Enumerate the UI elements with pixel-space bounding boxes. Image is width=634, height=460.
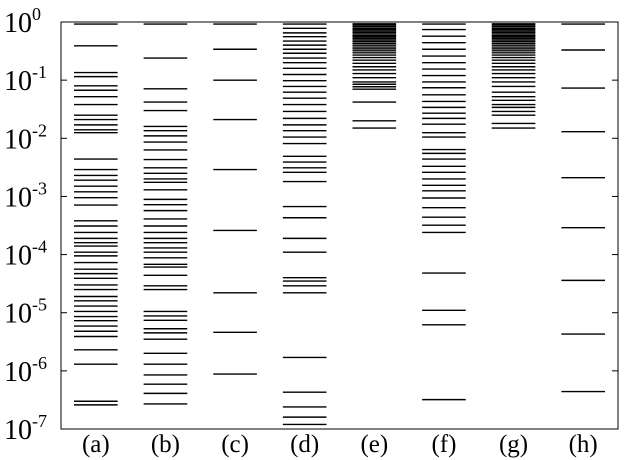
y-tick-label: 10-6 (4, 353, 47, 388)
category-label: (e) (360, 431, 388, 458)
y-tick-label: 10-5 (4, 295, 47, 330)
y-tick-base: 10 (4, 241, 32, 272)
y-tick-exponent: -2 (32, 120, 47, 140)
category-label: (a) (82, 431, 110, 458)
y-tick-label: 100 (4, 4, 41, 39)
series-f (422, 23, 466, 401)
series-c (213, 23, 257, 375)
y-tick-label: 10-3 (4, 178, 47, 213)
category-label: (c) (221, 431, 249, 458)
y-tick-base: 10 (4, 124, 32, 155)
y-tick-exponent: -3 (32, 178, 47, 198)
y-tick-exponent: -5 (32, 295, 47, 315)
plot-frame (60, 21, 619, 430)
series-d (282, 23, 327, 426)
y-tick-exponent: 0 (32, 4, 41, 24)
y-tick-base: 10 (4, 357, 32, 388)
y-tick-exponent: -7 (32, 411, 47, 431)
category-label: (d) (290, 431, 319, 458)
series-b (143, 23, 188, 405)
y-tick-base: 10 (4, 8, 32, 39)
series-h (561, 23, 605, 393)
y-tick-label: 10-1 (4, 62, 47, 97)
series-e (352, 23, 397, 129)
category-label: (g) (499, 431, 528, 458)
y-tick-base: 10 (4, 299, 32, 330)
y-tick-base: 10 (4, 415, 32, 446)
y-tick-label: 10-7 (4, 411, 47, 446)
chart-marks (74, 23, 605, 426)
x-axis-category-labels: (a) (b) (c) (d) (e) (f) (g) (h) (82, 431, 598, 458)
y-tick-label: 10-2 (4, 120, 47, 155)
category-label: (b) (151, 431, 180, 458)
series-a (74, 23, 118, 406)
y-tick-exponent: -4 (32, 237, 47, 257)
y-tick-base: 10 (4, 182, 32, 213)
category-label: (f) (431, 431, 456, 458)
axis-ticks (61, 21, 618, 430)
y-tick-label: 10-4 (4, 237, 47, 272)
category-label: (h) (569, 431, 598, 458)
series-g (491, 23, 536, 129)
y-tick-base: 10 (4, 66, 32, 97)
y-tick-exponent: -1 (32, 62, 47, 82)
y-tick-exponent: -6 (32, 353, 47, 373)
